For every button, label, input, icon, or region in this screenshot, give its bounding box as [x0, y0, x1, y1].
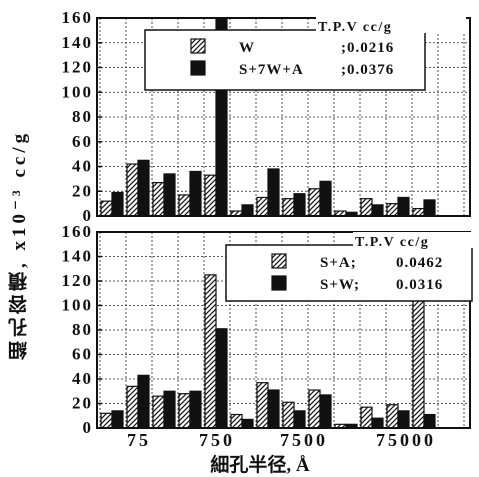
bar [257, 197, 268, 216]
bar [101, 201, 112, 216]
y-tick-label: 20 [72, 181, 93, 200]
bar [190, 171, 201, 216]
bar [112, 192, 123, 216]
bar [153, 396, 164, 428]
chart-panel-bottom: 0 20 40 60 80 100 120 140 160 T.P.V cc/g S+A; 0.046… [62, 222, 479, 450]
legend-total-value: ;0.0216 [341, 40, 394, 56]
bar [127, 386, 138, 428]
y-tick-label: 160 [62, 222, 94, 241]
bar [387, 204, 398, 216]
y-tick-label: 20 [72, 394, 93, 413]
bar [294, 411, 305, 428]
bar [231, 415, 242, 428]
bar [216, 329, 227, 428]
legend-series-name: S+7W+A [239, 62, 304, 78]
y-tick-label: 80 [72, 107, 93, 126]
bar [138, 160, 149, 216]
y-tick-label: 120 [62, 58, 94, 77]
y-tick-label: 0 [83, 418, 94, 437]
bar [424, 415, 435, 428]
legend-swatch [272, 276, 286, 290]
legend-total-value: 0.0316 [396, 277, 443, 293]
y-tick-label: 60 [72, 132, 93, 151]
bar [242, 205, 253, 216]
bar [309, 390, 320, 428]
legend-series-name: W [239, 40, 255, 56]
bar [372, 205, 383, 216]
bar [361, 199, 372, 216]
bar [242, 419, 253, 428]
y-tick-label: 40 [72, 369, 93, 388]
bar [101, 413, 112, 428]
bar [205, 175, 216, 216]
bar [179, 195, 190, 216]
y-tick-label: 80 [72, 320, 93, 339]
y-tick-label: 40 [72, 157, 93, 176]
bar [398, 197, 409, 216]
x-tick-label: 75000 [376, 430, 436, 450]
bar [309, 189, 320, 216]
bar [127, 164, 138, 216]
bar [283, 402, 294, 428]
bar [190, 391, 201, 428]
y-tick-label: 60 [72, 345, 93, 364]
legend-swatch [191, 61, 205, 75]
bar [424, 200, 435, 216]
bar [387, 405, 398, 428]
bar [268, 390, 279, 428]
y-tick-label: 140 [62, 33, 94, 52]
legend-series-name: S+A; [320, 255, 357, 271]
x-tick-label: 75 [127, 430, 151, 450]
y-tick-label: 100 [62, 296, 94, 315]
legend-swatch [272, 254, 286, 268]
y-tick-label: 120 [62, 271, 94, 290]
bar [205, 275, 216, 428]
bar [413, 209, 424, 216]
bar [153, 183, 164, 216]
bar [257, 383, 268, 428]
legend-total-value: 0.0462 [396, 255, 443, 271]
y-tick-label: 160 [62, 8, 94, 27]
bar [361, 407, 372, 428]
bar [268, 169, 279, 216]
bar [372, 418, 383, 428]
bar [179, 394, 190, 428]
bar [164, 391, 175, 428]
bar [398, 411, 409, 428]
bar [320, 395, 331, 428]
legend-title: T.P.V cc/g [355, 235, 429, 250]
bar [283, 199, 294, 216]
bar [138, 375, 149, 428]
legend: T.P.V cc/g S+A; 0.0462 S+W; 0.0316 [226, 232, 479, 301]
bar [294, 194, 305, 216]
bar [164, 174, 175, 216]
legend-series-name: S+W; [320, 277, 360, 293]
legend-box [145, 30, 425, 90]
y-tick-label: 100 [62, 82, 94, 101]
x-tick-label: 7500 [280, 430, 328, 450]
legend: T.P.V cc/g W ;0.0216 S+7W+A ;0.0376 [145, 17, 466, 90]
x-tick-label: 750 [199, 430, 235, 450]
legend-swatch [191, 39, 205, 53]
legend-title: T.P.V cc/g [318, 20, 392, 35]
y-tick-label: 140 [62, 247, 94, 266]
legend-total-value: ;0.0376 [341, 62, 394, 78]
bar [320, 181, 331, 216]
bar [112, 411, 123, 428]
